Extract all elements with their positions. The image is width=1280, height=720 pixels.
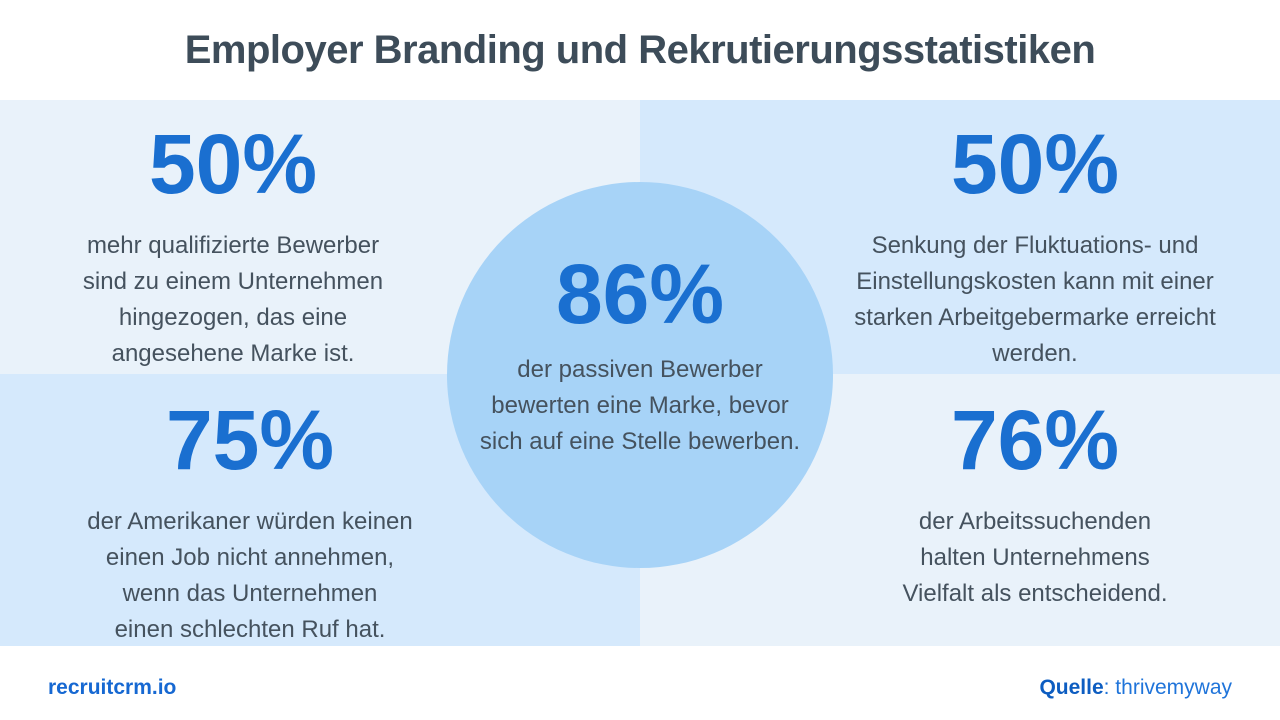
footer: recruitcrm.io Quelle: thrivemyway [0, 646, 1280, 720]
source-attribution: Quelle: thrivemyway [1039, 676, 1232, 700]
stat-description-center: der passiven Bewerber bewerten eine Mark… [479, 356, 801, 455]
stat-value-top-left: 50% [148, 117, 318, 211]
stat-value-top-right: 50% [950, 117, 1120, 211]
stat-description-bottom-left: der Amerikaner würden keinen einen Job n… [87, 508, 413, 643]
stat-card-bottom-right: 76% der Arbeitssuchenden halten Unterneh… [845, 398, 1225, 612]
stat-description-top-left: mehr qualifizierte Bewerber sind zu eine… [82, 232, 384, 367]
stat-value-bottom-left: 75% [165, 393, 335, 487]
stat-value-bottom-right: 76% [950, 393, 1120, 487]
center-stat-circle: 86% der passiven Bewerber bewerten eine … [447, 182, 833, 568]
stat-card-bottom-left: 75% der Amerikaner würden keinen einen J… [55, 398, 445, 648]
source-value: : thrivemyway [1103, 676, 1232, 699]
stat-card-top-left: 50% mehr qualifizierte Bewerber sind zu … [28, 122, 438, 372]
brand-logo-text: recruitcrm.io [48, 676, 177, 699]
stat-description-top-right: Senkung der Fluktuations- und Einstellun… [854, 232, 1216, 367]
stat-value-center: 86% [555, 247, 725, 341]
page-title: Employer Branding und Rekrutierungsstati… [184, 27, 1096, 72]
stat-description-bottom-right: der Arbeitssuchenden halten Unternehmens… [902, 508, 1168, 607]
stat-card-top-right: 50% Senkung der Fluktuations- und Einste… [805, 122, 1265, 372]
source-label: Quelle [1039, 676, 1104, 699]
header: Employer Branding und Rekrutierungsstati… [0, 0, 1280, 100]
